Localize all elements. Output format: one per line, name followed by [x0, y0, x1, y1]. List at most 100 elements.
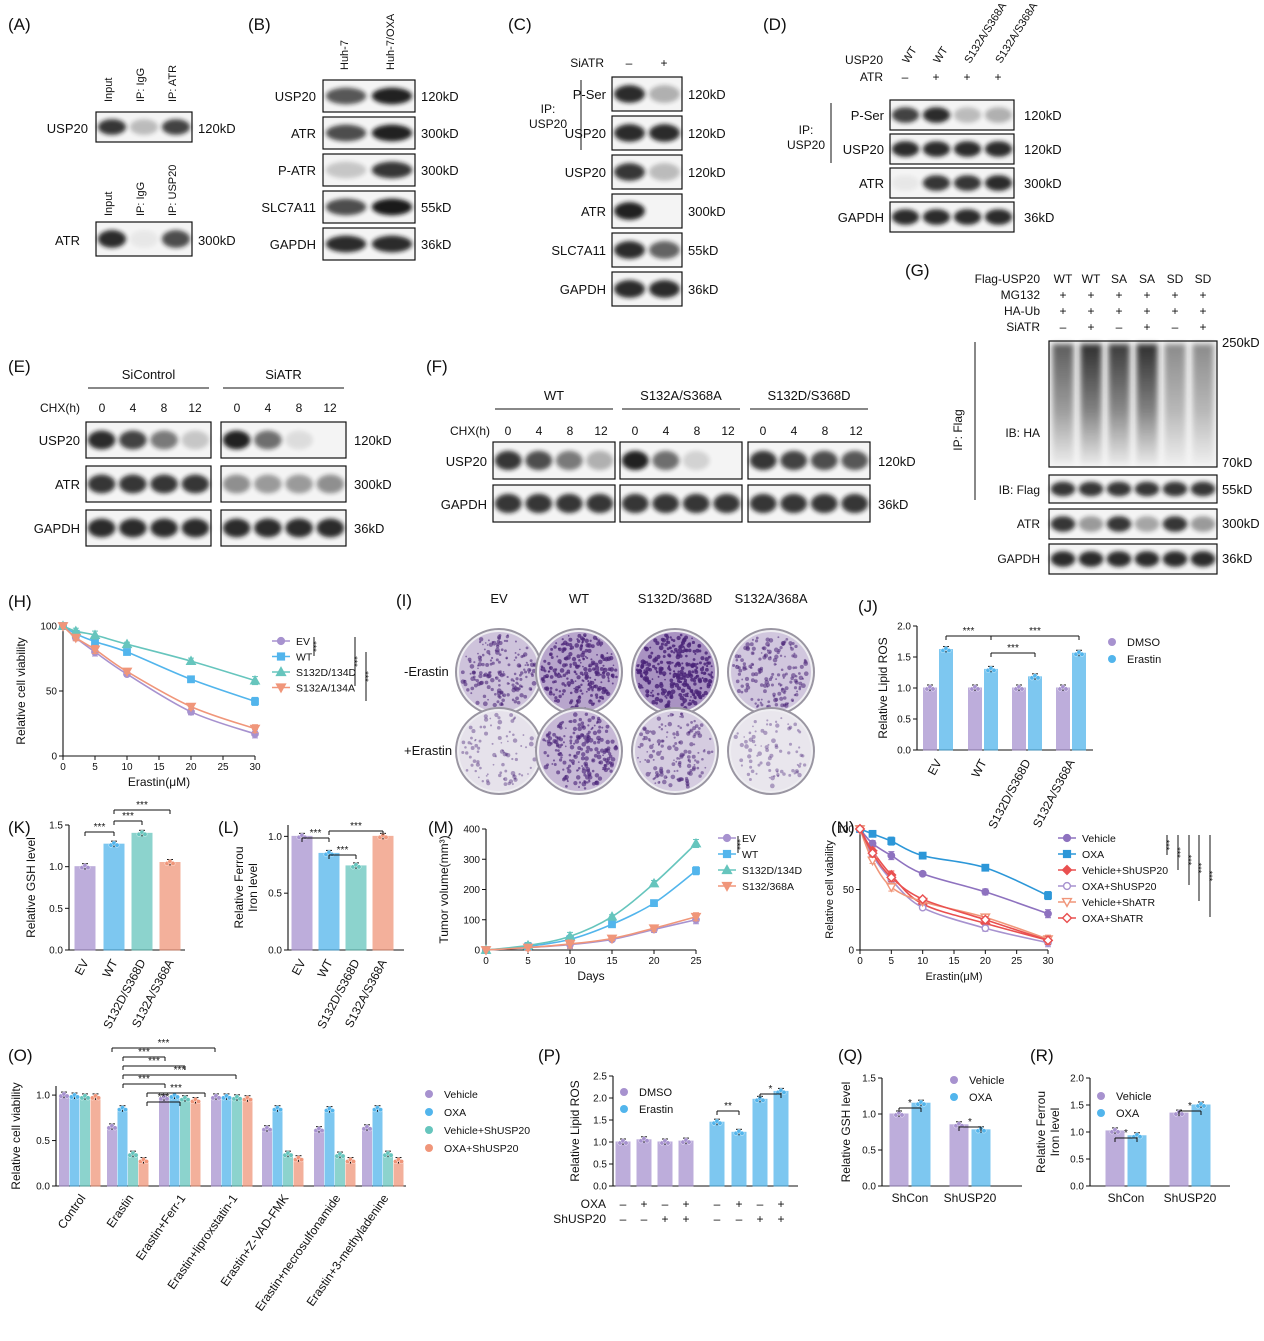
legend-swatch — [620, 1105, 628, 1113]
colony — [651, 664, 656, 669]
replicate-dot — [144, 1159, 149, 1164]
bar — [283, 1153, 293, 1187]
colony — [594, 773, 600, 778]
colony — [563, 735, 566, 738]
data-point — [89, 645, 101, 656]
colony — [587, 648, 592, 654]
time-label: 4 — [130, 401, 137, 415]
colony — [481, 779, 484, 783]
bar — [678, 1140, 694, 1187]
bar — [90, 1096, 101, 1187]
band — [749, 450, 777, 471]
x-tick-label: 15 — [948, 956, 960, 967]
lane-label: Huh-7/OXA — [385, 13, 397, 70]
band — [87, 430, 116, 450]
colony — [574, 739, 580, 744]
band — [1190, 551, 1216, 567]
blot-A-bottom — [95, 221, 193, 257]
colony — [676, 778, 679, 781]
colony — [515, 696, 519, 701]
replicate-dot — [399, 1159, 404, 1164]
colony — [609, 769, 613, 773]
colony — [703, 690, 708, 696]
colony — [677, 724, 680, 728]
band — [325, 198, 367, 216]
colony — [543, 659, 547, 663]
colony — [575, 734, 581, 739]
colony — [561, 642, 565, 646]
blot-C-row — [611, 232, 683, 268]
legend-label: OXA — [444, 1107, 466, 1119]
blot-frame — [1048, 543, 1218, 575]
colony — [768, 776, 771, 779]
colony — [557, 672, 560, 675]
series-OXA+ShATR — [854, 823, 1054, 946]
data-point — [980, 914, 991, 925]
y-tick-label: 0.5 — [268, 889, 282, 900]
data-point — [1062, 833, 1072, 843]
colony — [568, 637, 573, 642]
condition-value: + — [682, 1212, 689, 1226]
colony — [754, 672, 759, 677]
colony — [689, 761, 691, 763]
replicate-dot — [981, 1128, 987, 1134]
colony — [788, 742, 793, 746]
band — [1078, 481, 1104, 497]
colony — [779, 696, 784, 701]
bar — [103, 843, 125, 951]
colony — [708, 683, 712, 687]
colony — [474, 769, 477, 773]
bar — [923, 687, 937, 751]
colony — [684, 672, 687, 675]
band — [325, 235, 367, 253]
row-label: GAPDH — [34, 521, 80, 536]
colony — [516, 663, 522, 668]
colony — [649, 730, 652, 733]
band — [371, 124, 413, 142]
colony — [584, 763, 589, 768]
colony — [791, 642, 795, 646]
legend-label: Erastin — [1127, 654, 1161, 666]
colony — [550, 647, 554, 651]
band — [649, 241, 680, 259]
colony — [529, 662, 535, 668]
header-value: – — [902, 70, 909, 84]
colony — [751, 734, 756, 739]
colony — [482, 673, 486, 678]
colony — [486, 673, 492, 679]
colony — [735, 658, 739, 662]
colony — [685, 663, 689, 667]
colony — [738, 668, 743, 673]
mw-label: 300kD — [354, 477, 392, 492]
data-point — [1061, 864, 1073, 876]
colony — [740, 690, 744, 694]
colony — [775, 730, 778, 733]
colony — [588, 780, 591, 783]
mw-label: 55kD — [688, 243, 718, 258]
data-point — [868, 829, 877, 838]
colony — [541, 677, 545, 681]
colony — [583, 666, 588, 672]
lane-label: IP: IgG — [135, 182, 147, 216]
lane-label: IP: ATR — [167, 65, 179, 102]
header-label: Flag-USP20 — [975, 272, 1041, 286]
colony — [483, 714, 488, 719]
y-axis-label: Iron level — [1048, 1108, 1062, 1157]
colony — [575, 769, 579, 772]
colony — [590, 644, 595, 649]
colony — [693, 743, 696, 746]
colony — [562, 689, 566, 693]
condition-value: + — [735, 1197, 742, 1211]
colony — [651, 678, 654, 680]
bar — [232, 1097, 242, 1187]
colony — [784, 702, 789, 706]
colony — [572, 661, 577, 666]
colony — [764, 745, 769, 750]
series-line — [485, 842, 697, 951]
colony — [562, 777, 566, 782]
legend-item: WT — [718, 849, 759, 861]
y-tick-label: 1.0 — [593, 1138, 607, 1149]
y-tick-label: 2.0 — [593, 1094, 607, 1105]
colony — [667, 700, 671, 704]
